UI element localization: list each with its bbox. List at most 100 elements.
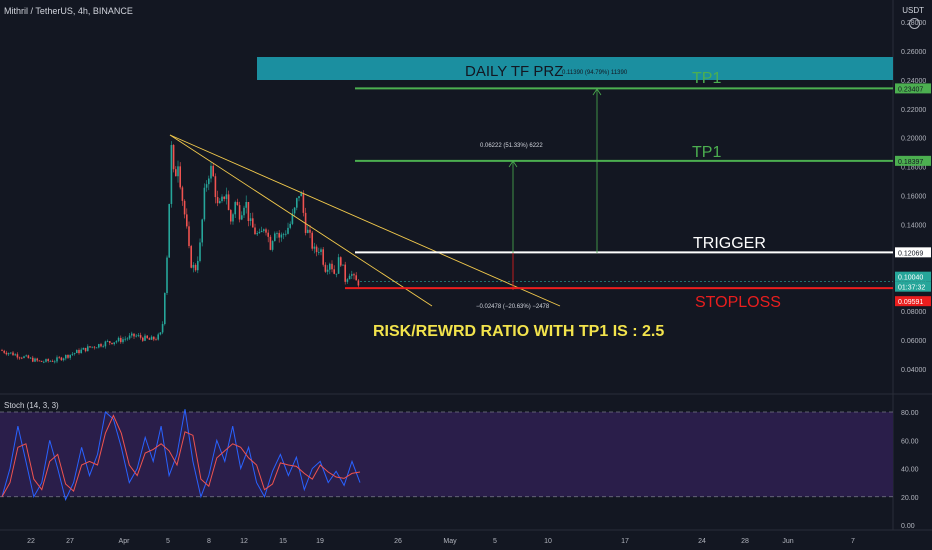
candle-body	[271, 241, 274, 250]
trendline-lower	[169, 134, 561, 307]
candle-body	[329, 263, 331, 270]
candle-body	[164, 293, 166, 325]
stoch-band	[0, 412, 893, 497]
price-tick-label: 0.14000	[901, 222, 926, 229]
time-tick-label: May	[443, 538, 457, 545]
candle-body	[12, 352, 14, 356]
candle-body	[194, 264, 197, 271]
symbol-title: Mithril / TetherUS, 4h, BINANCE	[4, 6, 133, 16]
candle-body	[293, 207, 296, 214]
candle-body	[3, 350, 5, 353]
candle-body	[318, 251, 320, 253]
candle-body	[296, 198, 298, 208]
candle-body	[91, 346, 93, 348]
candle-body	[276, 233, 278, 234]
time-tick-label: 8	[207, 538, 211, 545]
candle-body	[249, 218, 252, 221]
stoploss-tag-bg	[895, 296, 931, 307]
candle-body	[155, 339, 157, 341]
candle-body	[247, 201, 250, 221]
time-tick-label: 22	[27, 538, 35, 545]
candle-body	[146, 335, 148, 339]
candle-body	[65, 354, 67, 359]
candle-body	[71, 353, 74, 355]
candle-body	[104, 341, 107, 347]
stoch-tick-label: 40.00	[901, 467, 919, 474]
candle-body	[115, 341, 118, 343]
candle-body	[337, 257, 340, 274]
candle-body	[73, 353, 76, 354]
price-tick-label: 0.06000	[901, 338, 926, 345]
candle-body	[80, 349, 82, 354]
candle-body	[335, 273, 338, 275]
stoch-tick-label: 60.00	[901, 438, 919, 445]
candle-body	[186, 214, 188, 227]
candle-body	[38, 360, 41, 362]
candle-body	[122, 339, 124, 343]
candle-body	[280, 234, 283, 238]
candle-body	[208, 178, 210, 185]
stoch-label: Stoch (14, 3, 3)	[4, 401, 59, 410]
candle-body	[23, 356, 25, 359]
candle-body	[7, 353, 10, 355]
candle-body	[157, 334, 159, 340]
candle-body	[142, 337, 144, 341]
measure-arrowhead-prz	[592, 88, 602, 96]
candle-body	[322, 249, 324, 265]
candle-body	[238, 205, 241, 220]
candle-body	[357, 280, 360, 286]
trendline-upper	[169, 134, 433, 307]
candle-body	[5, 352, 8, 355]
candle-body	[201, 219, 203, 243]
current-price-tag-bg	[895, 271, 931, 282]
candle-body	[111, 342, 113, 345]
price-tick-label: 0.22000	[901, 107, 926, 114]
candle-body	[45, 359, 47, 362]
candle-body	[331, 263, 333, 270]
candle-body	[256, 233, 258, 235]
candle-body	[100, 344, 102, 347]
candle-body	[285, 233, 287, 235]
candle-body	[190, 246, 192, 268]
time-tick-label: 5	[166, 538, 170, 545]
candle-body	[309, 229, 311, 233]
candle-body	[109, 341, 111, 343]
candle-body	[210, 165, 212, 179]
candle-body	[287, 227, 289, 234]
candle-body	[342, 264, 344, 266]
time-tick-label: 7	[851, 538, 855, 545]
candle-body	[291, 213, 294, 224]
tp1-upper-tag-bg	[895, 83, 931, 94]
stoch-tick-label: 0.00	[901, 523, 915, 530]
candle-body	[243, 207, 245, 216]
rr-text: RISK/REWRD RATIO WITH TP1 IS : 2.5	[373, 323, 664, 340]
candle-body	[258, 232, 261, 234]
candle-body	[192, 264, 195, 268]
candle-body	[14, 354, 16, 356]
candle-body	[36, 358, 38, 361]
gear-icon[interactable]	[909, 18, 920, 29]
candle-body	[212, 165, 214, 177]
stoploss-tag: 0.09591	[898, 299, 923, 306]
candle-body	[60, 357, 63, 361]
tp1-lower-tag-bg	[895, 155, 931, 166]
candle-body	[274, 233, 276, 242]
candle-body	[56, 357, 58, 362]
candle-body	[34, 358, 36, 362]
candle-body	[223, 196, 225, 199]
time-tick-label: 17	[621, 538, 629, 545]
measure-arrowhead-mid	[508, 160, 518, 168]
candle-body	[113, 342, 115, 345]
candle-body	[181, 187, 184, 201]
candle-body	[313, 246, 316, 249]
candle-body	[221, 196, 223, 202]
candle-body	[214, 176, 217, 198]
candle-body	[131, 333, 133, 336]
candle-body	[179, 166, 181, 188]
prz-box	[257, 57, 893, 80]
candle-body	[128, 335, 131, 339]
countdown-tag-bg	[895, 281, 931, 292]
candle-body	[225, 194, 228, 199]
candle-body	[353, 274, 355, 276]
